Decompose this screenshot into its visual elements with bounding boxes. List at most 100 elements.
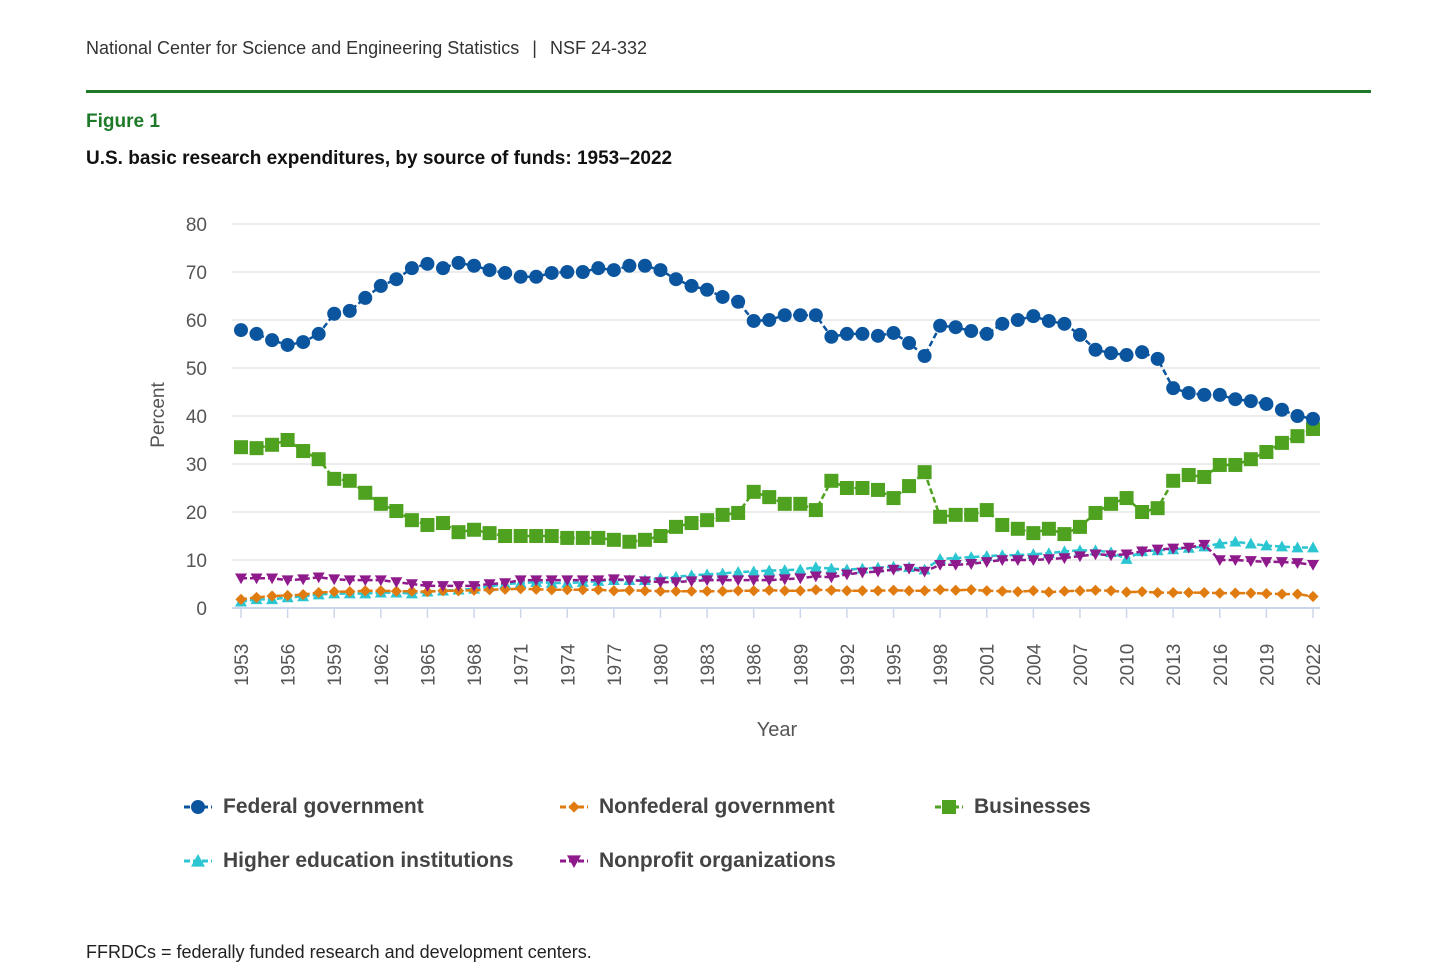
data-point (715, 289, 730, 304)
data-point (1244, 537, 1257, 549)
data-point (965, 584, 977, 596)
data-point (715, 507, 730, 522)
data-point (1088, 505, 1103, 520)
data-point (266, 573, 279, 585)
data-point (343, 575, 356, 587)
data-point (1010, 313, 1025, 327)
data-point (1290, 409, 1305, 423)
data-point (1229, 555, 1242, 566)
data-point (778, 564, 791, 575)
data-point (328, 574, 341, 586)
data-point (1041, 313, 1056, 328)
data-point (1260, 557, 1273, 568)
y-tick-label: 10 (186, 551, 207, 572)
x-tick-label: 1962 (372, 644, 393, 686)
data-point (856, 585, 869, 597)
data-point (981, 585, 993, 597)
data-point (249, 441, 264, 456)
data-point (311, 452, 326, 467)
data-point (700, 282, 715, 297)
data-point (779, 585, 791, 597)
data-point (1212, 387, 1227, 402)
data-point (498, 265, 513, 280)
legend-item[interactable]: Higher education institutions (183, 849, 514, 873)
data-point (1167, 587, 1179, 599)
report-number: NSF 24-332 (549, 38, 648, 58)
data-point (871, 566, 884, 578)
footnote: FFRDCs = federally funded research and d… (86, 942, 592, 962)
data-point (980, 557, 993, 568)
data-point (591, 530, 606, 545)
data-point (856, 567, 869, 579)
data-point (1228, 392, 1243, 407)
data-point (606, 532, 621, 547)
data-point (1057, 527, 1072, 542)
y-tick-label: 20 (186, 503, 207, 524)
data-point (794, 585, 806, 597)
data-point (344, 586, 356, 598)
data-point (870, 328, 885, 343)
data-point (1027, 555, 1040, 566)
x-tick-label: 1989 (791, 644, 812, 686)
series-line (240, 427, 1314, 544)
data-point (1306, 411, 1320, 426)
y-tick-label: 40 (186, 407, 207, 428)
data-point (933, 318, 948, 333)
data-point (903, 585, 915, 597)
data-point (1276, 588, 1288, 600)
data-point (327, 306, 342, 321)
data-point (250, 573, 263, 585)
data-point (964, 324, 979, 339)
data-point (483, 579, 496, 590)
x-tick-label: 1956 (279, 644, 300, 686)
data-point (872, 585, 884, 597)
x-tick-label: 2007 (1071, 644, 1092, 686)
data-point (1027, 585, 1039, 597)
data-point (1274, 402, 1289, 417)
legend-item[interactable]: Nonfederal government (559, 795, 835, 819)
data-point (964, 507, 979, 522)
data-point (762, 313, 777, 327)
data-point (560, 530, 575, 545)
data-point (1197, 469, 1212, 484)
data-point (637, 532, 652, 547)
data-point (778, 574, 791, 586)
data-point (358, 290, 373, 305)
triangle-down-marker-icon (560, 855, 588, 868)
legend-item[interactable]: Businesses (934, 795, 1091, 819)
legend-item[interactable]: Nonprofit organizations (559, 849, 836, 873)
header-separator: | (532, 38, 537, 58)
data-point (373, 278, 388, 293)
triangle-up-marker-icon (184, 854, 212, 867)
data-point (731, 505, 746, 520)
data-point (498, 529, 513, 543)
data-point (1057, 316, 1072, 331)
data-point (1213, 555, 1226, 566)
data-point (917, 465, 932, 480)
data-point (762, 490, 777, 505)
series-businesses (234, 421, 1320, 549)
data-point (623, 575, 636, 587)
data-point (1291, 541, 1304, 553)
data-point (328, 586, 340, 598)
series-federal-government (234, 255, 1320, 426)
data-point (1089, 549, 1102, 561)
data-point (996, 555, 1009, 566)
data-point (746, 313, 761, 328)
data-point (436, 581, 449, 592)
legend-symbol (191, 800, 205, 814)
data-point (794, 573, 807, 585)
x-tick-label: 1959 (325, 644, 346, 686)
legend-item[interactable]: Federal government (183, 795, 424, 819)
data-point (902, 336, 917, 351)
data-point (870, 482, 885, 497)
data-point (810, 584, 822, 596)
data-point (560, 265, 575, 279)
data-point (684, 516, 699, 531)
data-point (1213, 537, 1226, 549)
data-point (1150, 501, 1165, 516)
data-point (561, 584, 573, 596)
data-point (420, 256, 435, 271)
data-point (1012, 586, 1024, 598)
data-point (1152, 587, 1164, 599)
